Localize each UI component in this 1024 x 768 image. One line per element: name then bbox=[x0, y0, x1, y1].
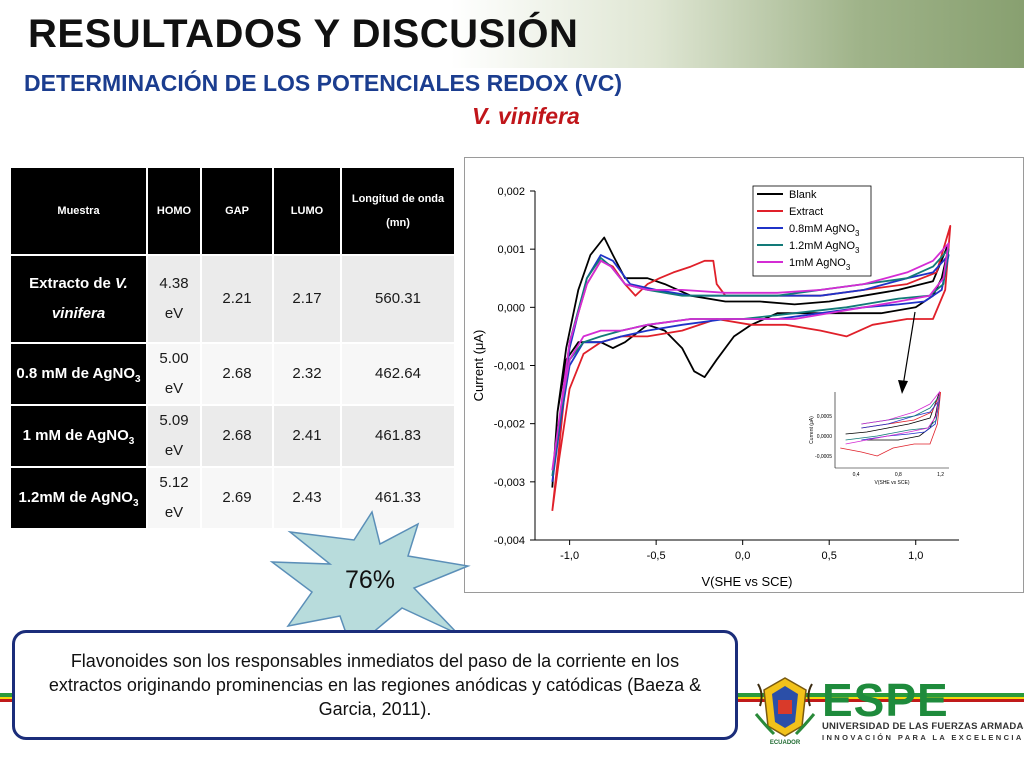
crest-caption: ECUADOR bbox=[770, 740, 801, 746]
table-row: Extracto de V. vinifera 4.38 eV 2.21 2.1… bbox=[11, 256, 454, 342]
cell-muestra-sub: 3 bbox=[132, 498, 139, 509]
legend-label: 1mM AgNO3 bbox=[789, 257, 851, 272]
inset-arrow-line bbox=[902, 311, 916, 387]
cell-wavelength: 461.33 bbox=[342, 468, 454, 528]
legend-label: Extract bbox=[789, 206, 823, 218]
y-tick-label: -0,002 bbox=[494, 419, 525, 431]
col-header-homo: HOMO bbox=[148, 168, 200, 254]
x-tick-label: 0,0 bbox=[735, 550, 750, 562]
note-text: Flavonoides son los responsables inmedia… bbox=[48, 651, 702, 719]
inset-x-tick-label: 1,2 bbox=[937, 472, 944, 478]
series-line bbox=[551, 225, 952, 512]
series-line bbox=[551, 242, 950, 471]
cell-gap: 2.68 bbox=[202, 406, 272, 466]
y-tick-label: 0,002 bbox=[497, 186, 525, 198]
table-header-row: Muestra HOMO GAP LUMO Longitud de onda (… bbox=[11, 168, 454, 254]
cell-muestra-text: 0.8 mM de AgNO bbox=[16, 365, 136, 382]
cell-lumo: 2.43 bbox=[274, 468, 340, 528]
col-header-lumo: LUMO bbox=[274, 168, 340, 254]
percentage-burst: 76% bbox=[269, 510, 471, 652]
cv-chart: -1,0 -0,5 0,0 0,5 1,0 0,002 0,001 0,000 -0,001 -0… bbox=[471, 185, 959, 589]
cell-muestra: 1.2mM de AgNO3 bbox=[11, 468, 146, 528]
cell-gap: 2.69 bbox=[202, 468, 272, 528]
y-tick-label: 0,001 bbox=[497, 244, 525, 256]
espe-logo: ESPE UNIVERSIDAD DE LAS FUERZAS ARMADAS … bbox=[822, 674, 1024, 742]
y-tick-label: -0,004 bbox=[494, 535, 525, 547]
burst-value: 76% bbox=[345, 566, 395, 594]
legend-label: 1.2mM AgNO3 bbox=[789, 240, 860, 255]
university-motto: INNOVACIÓN PARA LA EXCELENCIA bbox=[822, 733, 1024, 742]
legend-label: Blank bbox=[789, 189, 817, 201]
cv-chart-panel: -1,0 -0,5 0,0 0,5 1,0 0,002 0,001 0,000 -0,001 -0… bbox=[464, 157, 1024, 593]
inset-x-tick-label: 0,8 bbox=[895, 472, 902, 478]
y-axis-label: Current (μA) bbox=[471, 330, 486, 402]
cell-homo: 5.09 eV bbox=[148, 406, 200, 466]
legend-label: 0.8mM AgNO3 bbox=[789, 223, 860, 238]
inset-y-axis-label: Current (μA) bbox=[809, 416, 815, 444]
table-row: 1 mM de AgNO3 5.09 eV 2.68 2.41 461.83 bbox=[11, 406, 454, 466]
note-box: Flavonoides son los responsables inmedia… bbox=[12, 630, 738, 740]
cell-muestra-italic: V. vinifera bbox=[51, 275, 128, 322]
cell-muestra-sub: 3 bbox=[128, 436, 135, 447]
inset-y-tick-label: 0,0000 bbox=[817, 434, 833, 440]
cell-lumo: 2.41 bbox=[274, 406, 340, 466]
title-bar bbox=[0, 0, 1024, 68]
cell-wavelength: 461.83 bbox=[342, 406, 454, 466]
cell-muestra: Extracto de V. vinifera bbox=[11, 256, 146, 342]
slide-subtitle: DETERMINACIÓN DE LOS POTENCIALES REDOX (… bbox=[24, 70, 623, 96]
x-tick-label: 0,5 bbox=[822, 550, 837, 562]
cell-lumo: 2.17 bbox=[274, 256, 340, 342]
inset-y-tick-label: 0,0005 bbox=[817, 414, 833, 420]
y-tick-label: -0,001 bbox=[494, 361, 525, 373]
cell-homo: 5.12 eV bbox=[148, 468, 200, 528]
espe-wordmark: ESPE bbox=[822, 674, 949, 726]
university-name: UNIVERSIDAD DE LAS FUERZAS ARMADAS bbox=[822, 721, 1024, 732]
cell-lumo: 2.32 bbox=[274, 344, 340, 404]
cell-muestra-sub: 3 bbox=[135, 374, 141, 385]
series-line bbox=[551, 254, 950, 482]
x-tick-label: 1,0 bbox=[908, 550, 923, 562]
inset-arrow-head bbox=[898, 380, 908, 394]
x-axis-label: V(SHE vs SCE) bbox=[701, 574, 792, 589]
burst-shape bbox=[269, 510, 471, 652]
inset-y-tick-label: -0,0005 bbox=[815, 454, 832, 460]
cell-homo: 4.38 eV bbox=[148, 256, 200, 342]
col-header-wavelength: Longitud de onda (mn) bbox=[342, 168, 454, 254]
cell-muestra-text: 1 mM de AgNO bbox=[22, 427, 129, 444]
cell-gap: 2.21 bbox=[202, 256, 272, 342]
cell-muestra-text: Extracto de bbox=[29, 275, 116, 292]
y-tick-label: -0,003 bbox=[494, 477, 525, 489]
inset-series-line bbox=[845, 394, 941, 441]
cell-muestra: 1 mM de AgNO3 bbox=[11, 406, 146, 466]
inset-x-axis-label: V(SHE vs SCE) bbox=[874, 480, 909, 486]
slide-title: RESULTADOS Y DISCUSIÓN bbox=[28, 12, 579, 56]
x-tick-label: -0,5 bbox=[647, 550, 666, 562]
table-row: 0.8 mM de AgNO3 5.00 eV 2.68 2.32 462.64 bbox=[11, 344, 454, 404]
university-crest-icon: ECUADOR bbox=[754, 677, 816, 746]
x-tick-label: -1,0 bbox=[560, 550, 579, 562]
table-row: 1.2mM de AgNO3 5.12 eV 2.69 2.43 461.33 bbox=[11, 468, 454, 528]
y-tick-label: 0,000 bbox=[497, 302, 525, 314]
results-table: Muestra HOMO GAP LUMO Longitud de onda (… bbox=[9, 166, 456, 530]
cell-muestra: 0.8 mM de AgNO3 bbox=[11, 344, 146, 404]
inset-x-tick-label: 0,4 bbox=[853, 472, 860, 478]
cell-wavelength: 462.64 bbox=[342, 344, 454, 404]
cell-homo: 5.00 eV bbox=[148, 344, 200, 404]
cell-wavelength: 560.31 bbox=[342, 256, 454, 342]
cell-muestra-text: 1.2mM de AgNO bbox=[18, 489, 133, 506]
species-label: V. vinifera bbox=[472, 103, 580, 129]
inset-series-line bbox=[845, 390, 941, 445]
col-header-gap: GAP bbox=[202, 168, 272, 254]
cell-gap: 2.68 bbox=[202, 344, 272, 404]
col-header-muestra: Muestra bbox=[11, 168, 146, 254]
inset-series-line bbox=[840, 391, 941, 457]
